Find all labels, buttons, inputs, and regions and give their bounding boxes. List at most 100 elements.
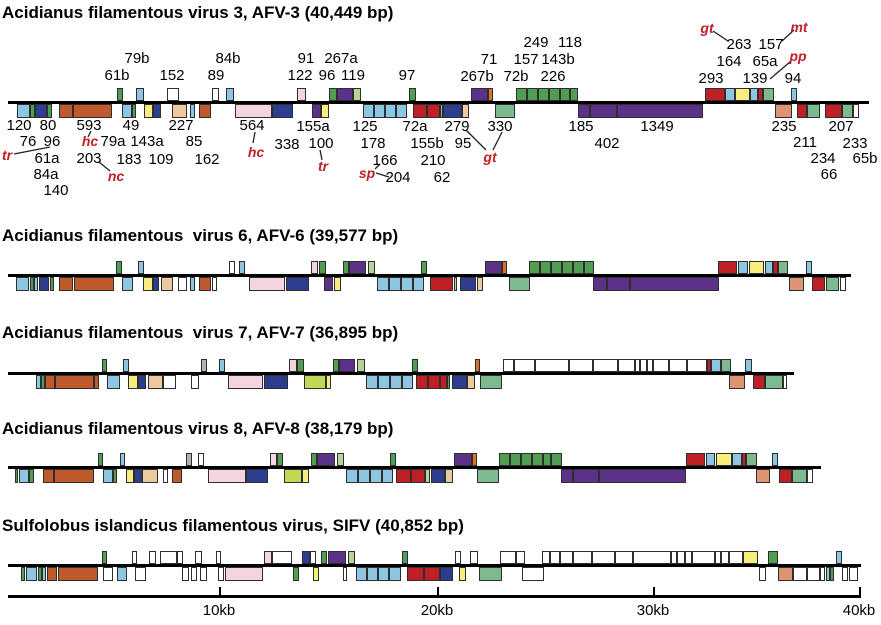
gene-box bbox=[370, 469, 382, 483]
gene-box bbox=[842, 567, 848, 581]
gene-label: 143b bbox=[541, 51, 575, 68]
gene-box bbox=[30, 104, 35, 118]
gene-box bbox=[337, 453, 344, 466]
gene-box bbox=[735, 88, 750, 101]
gene-box bbox=[39, 277, 49, 291]
gene-box bbox=[653, 359, 669, 372]
gene-box bbox=[38, 567, 42, 581]
gene-box bbox=[374, 104, 385, 118]
gene-box bbox=[853, 104, 859, 118]
gene-box bbox=[246, 469, 268, 483]
gene-box bbox=[198, 453, 204, 466]
gene-label: 564 bbox=[239, 117, 265, 134]
gene-label: 204 bbox=[385, 169, 411, 186]
gene-box bbox=[562, 261, 573, 274]
gene-box bbox=[830, 567, 834, 581]
gene-box bbox=[711, 359, 721, 372]
gene-box bbox=[212, 88, 219, 101]
gene-box bbox=[47, 104, 52, 118]
gene-box bbox=[540, 261, 551, 274]
gene-box bbox=[765, 261, 773, 274]
gene-box bbox=[746, 453, 757, 466]
gene-box bbox=[45, 375, 55, 389]
gene-box bbox=[21, 567, 25, 581]
gene-box bbox=[329, 88, 337, 101]
gene-label: 79a bbox=[100, 133, 126, 150]
gene-box bbox=[186, 453, 192, 466]
gene-box bbox=[412, 359, 418, 372]
gene-label: 226 bbox=[540, 68, 566, 85]
gene-box bbox=[286, 277, 309, 291]
gene-label: 79b bbox=[124, 50, 150, 67]
gene-box bbox=[472, 453, 477, 466]
gene-box bbox=[349, 261, 366, 274]
gene-box bbox=[527, 88, 538, 101]
gene-box bbox=[58, 567, 98, 581]
gene-box bbox=[116, 261, 122, 274]
gene-label: 402 bbox=[594, 135, 620, 152]
genome-line bbox=[8, 564, 861, 567]
gene-box bbox=[593, 277, 607, 291]
gene-box bbox=[705, 88, 725, 101]
gene-box bbox=[153, 277, 159, 291]
annotation-label: mt bbox=[790, 19, 808, 35]
gene-box bbox=[516, 88, 527, 101]
gene-box bbox=[191, 375, 199, 389]
gene-box bbox=[343, 567, 347, 581]
gene-box bbox=[218, 567, 224, 581]
gene-box bbox=[348, 551, 355, 564]
gene-box bbox=[317, 453, 335, 466]
gene-box bbox=[249, 277, 285, 291]
gene-box bbox=[593, 359, 618, 372]
gene-box bbox=[219, 359, 225, 372]
gene-box bbox=[339, 359, 355, 372]
gene-box bbox=[425, 469, 430, 483]
gene-box bbox=[584, 261, 594, 274]
gene-box bbox=[161, 277, 173, 291]
gene-box bbox=[551, 453, 562, 466]
gene-box bbox=[793, 567, 807, 581]
gene-box bbox=[749, 261, 764, 274]
gene-label: 166 bbox=[372, 152, 398, 169]
gene-label: 66 bbox=[820, 166, 838, 183]
gene-box bbox=[16, 277, 29, 291]
gene-box bbox=[430, 277, 453, 291]
gene-box bbox=[74, 277, 114, 291]
gene-label: 96 bbox=[43, 133, 61, 150]
gene-label: 155b bbox=[410, 135, 444, 152]
gene-box bbox=[842, 104, 853, 118]
annotation-label: tr bbox=[317, 158, 329, 174]
gene-box bbox=[334, 277, 341, 291]
gene-box bbox=[424, 567, 440, 581]
gene-box bbox=[310, 551, 316, 564]
gene-label: 210 bbox=[420, 152, 446, 169]
gene-box bbox=[551, 261, 562, 274]
virus-title-sifv: Sulfolobus islandicus filamentous virus,… bbox=[2, 516, 464, 535]
gene-label: 143a bbox=[130, 133, 164, 150]
gene-label: 279 bbox=[444, 118, 470, 135]
gene-box bbox=[120, 453, 125, 466]
gene-label: 72a bbox=[402, 118, 428, 135]
gene-box bbox=[431, 469, 445, 483]
gene-label: 227 bbox=[168, 117, 194, 134]
leader-line bbox=[87, 130, 92, 138]
gene-box bbox=[47, 567, 57, 581]
gene-box bbox=[59, 104, 73, 118]
gene-label: 71 bbox=[480, 51, 498, 68]
scale-tick bbox=[859, 587, 861, 595]
gene-box bbox=[447, 375, 450, 389]
gene-box bbox=[783, 375, 787, 389]
gene-box bbox=[132, 551, 137, 564]
gene-box bbox=[302, 469, 309, 483]
annotation-label: gt bbox=[700, 20, 714, 36]
gene-label: 157 bbox=[513, 51, 539, 68]
gene-box bbox=[160, 551, 177, 564]
gene-box bbox=[721, 551, 729, 564]
gene-box bbox=[199, 104, 211, 118]
gene-box bbox=[452, 375, 467, 389]
virus-title-afv6: Acidianus filamentous virus 6, AFV-6 (39… bbox=[2, 226, 399, 245]
gene-box bbox=[264, 551, 272, 564]
